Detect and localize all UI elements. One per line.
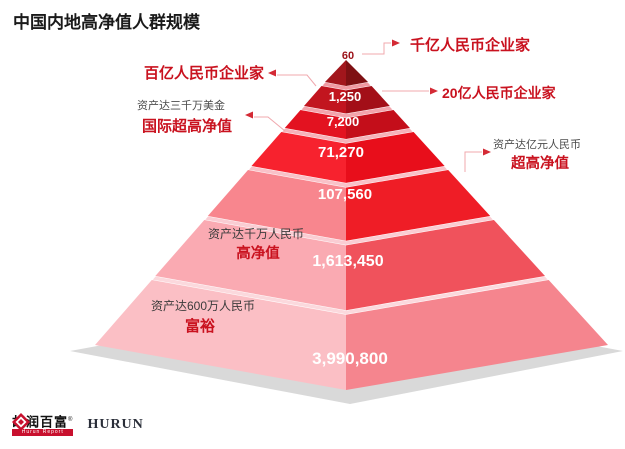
tier-1-right-face [346, 60, 368, 86]
footer-logos: 胡润百富® Hurun Report HURUN [12, 413, 144, 437]
tier-6-value: 1,613,450 [312, 253, 383, 270]
connector-tier4 [254, 116, 286, 132]
arrow-left-icon-tier2 [268, 69, 276, 77]
label-tier-4: 国际超高净值 [142, 117, 232, 135]
sublabel-tier-5: 资产达亿元人民币 [493, 137, 581, 151]
tier-3-left-face [284, 110, 346, 139]
connector-tier2 [277, 74, 317, 87]
sublabel-tier-7: 资产达600万人民币 [151, 299, 255, 313]
label-tier-6: 高净值 [236, 244, 280, 262]
label-tier-3: 20亿人民币企业家 [442, 85, 557, 101]
arrow-right-icon-tier3 [430, 87, 438, 95]
tier-3-value: 7,200 [327, 114, 360, 129]
tier-6-left-face [155, 220, 346, 311]
tier-2-value: 1,250 [329, 89, 362, 104]
label-tier-7: 富裕 [185, 317, 215, 335]
label-tier-2: 百亿人民币企业家 [144, 64, 264, 82]
tier-3-right-face [346, 110, 410, 139]
tier-5-right-face [346, 170, 491, 241]
tier-1-value: 60 [342, 50, 354, 62]
diamond-inner [18, 419, 24, 425]
label-tier-5: 超高净值 [510, 154, 569, 172]
tier-4-right-face [346, 132, 445, 183]
tier-2-right-face [346, 86, 390, 114]
tier-1-left-face [325, 60, 346, 86]
tier-7-left-face [95, 280, 346, 390]
tier-7-value: 3,990,800 [312, 349, 388, 368]
tier-6-right-face [346, 220, 545, 311]
hurun-diamond-icon [12, 413, 30, 431]
tier-4-left-face [251, 132, 346, 183]
arrow-right-icon-tier1 [392, 39, 400, 47]
label-tier-1: 千亿人民币企业家 [410, 36, 530, 54]
arrow-left-icon-tier4 [245, 111, 253, 119]
tier-5-value: 107,560 [318, 186, 372, 203]
tier-4-value: 71,270 [318, 144, 364, 161]
arrow-right-icon-tier5 [483, 148, 491, 156]
connector-tier1 [362, 42, 391, 55]
tier-7-right-face [346, 280, 608, 390]
page-title: 中国内地高净值人群规模 [13, 12, 201, 32]
hurun-wordmark: HURUN [87, 416, 144, 432]
sublabel-tier-4: 资产达三千万美金 [137, 98, 225, 112]
hurun-en-logo: HURUN [12, 413, 144, 433]
hurun-report-red-bar: Hurun Report [12, 429, 74, 437]
connector-tier5 [464, 151, 482, 172]
tier-5-left-face [207, 170, 346, 241]
registered-trademark-symbol: ® [68, 417, 74, 423]
tier-2-left-face [304, 86, 346, 114]
sublabel-tier-6: 资产达千万人民币 [208, 227, 304, 241]
